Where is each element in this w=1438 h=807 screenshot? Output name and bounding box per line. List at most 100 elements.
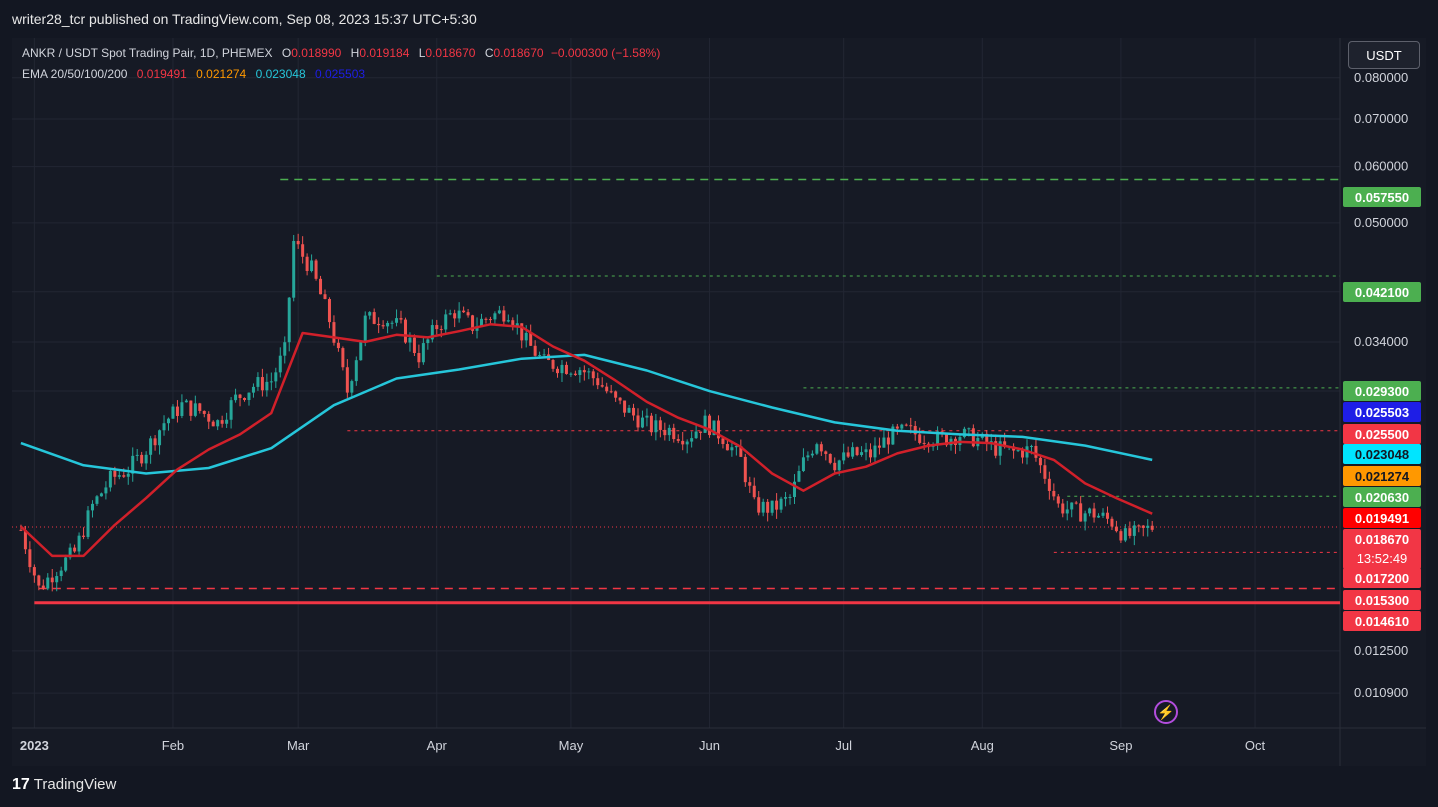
candle-body — [368, 312, 372, 316]
candle-body — [882, 437, 886, 448]
x-tick-label: Apr — [427, 738, 448, 753]
candle-body — [824, 451, 828, 454]
ema50-value: 0.021274 — [196, 67, 247, 81]
candle-body — [1083, 513, 1087, 522]
candle-body — [506, 320, 510, 322]
candle-body — [444, 314, 448, 330]
candle-body — [636, 415, 640, 428]
candle-body — [1056, 496, 1060, 504]
ohlc-legend: ANKR / USDT Spot Trading Pair, 1D, PHEME… — [22, 46, 660, 60]
countdown-label: 13:52:49 — [1357, 551, 1408, 566]
ema20-line — [20, 323, 1153, 558]
candle-body — [877, 445, 881, 448]
price-tag — [1343, 444, 1421, 464]
candle-body — [685, 441, 689, 445]
currency-button[interactable]: USDT — [1348, 41, 1420, 69]
candle-body — [390, 322, 394, 324]
candle-body — [59, 570, 63, 577]
candle-body — [82, 535, 86, 537]
price-tag — [1343, 529, 1421, 569]
candle-body — [913, 425, 917, 435]
candle-body — [645, 415, 649, 418]
candle-body — [301, 244, 305, 257]
price-tag-label: 0.015300 — [1355, 593, 1409, 608]
lightning-icon[interactable]: ⚡ — [1154, 700, 1178, 724]
candle-body — [1038, 457, 1042, 466]
candle-body — [1074, 502, 1078, 504]
price-tag-label: 0.025503 — [1355, 405, 1409, 420]
candle-body — [640, 417, 644, 428]
candle-body — [819, 444, 823, 452]
candle-body — [1123, 528, 1127, 541]
candle-body — [283, 342, 287, 356]
candle-body — [792, 481, 796, 498]
candle-body — [609, 391, 613, 393]
price-tag — [1343, 466, 1421, 486]
candle-body — [435, 325, 439, 330]
candle-body — [484, 318, 488, 320]
candle-body — [895, 426, 899, 429]
candle-body — [471, 315, 475, 331]
candle-body — [202, 410, 206, 414]
candle-body — [582, 370, 586, 373]
candle-body — [1061, 503, 1065, 514]
candle-body — [779, 498, 783, 510]
candle-body — [372, 312, 376, 324]
candle-body — [1132, 525, 1136, 536]
candle-body — [247, 392, 251, 401]
candle-body — [1065, 509, 1069, 514]
candle-body — [725, 444, 729, 451]
candle-body — [708, 415, 712, 436]
candle-body — [153, 438, 157, 446]
candle-body — [667, 427, 671, 436]
candle-body — [556, 368, 560, 374]
candle-body — [591, 371, 595, 379]
candle-body — [354, 360, 358, 382]
candle-body — [936, 431, 940, 446]
candle-body — [363, 315, 367, 341]
candle-body — [833, 462, 837, 471]
candle-body — [663, 429, 667, 436]
candle-body — [448, 313, 452, 315]
candle-body — [994, 441, 998, 456]
candle-body — [220, 420, 224, 424]
ema-label: EMA 20/50/100/200 — [22, 67, 128, 81]
candle-body — [462, 310, 466, 313]
candle-body — [135, 454, 139, 456]
candle-body — [538, 355, 542, 357]
price-tag-label: 0.057550 — [1355, 190, 1409, 205]
y-tick-label: 0.050000 — [1354, 215, 1408, 230]
candle-body — [417, 353, 421, 363]
x-tick-label: 2023 — [20, 738, 49, 753]
candle-body — [681, 440, 685, 445]
candle-body — [260, 377, 264, 391]
candle-body — [672, 427, 676, 440]
candle-body — [627, 407, 631, 413]
candle-body — [19, 529, 23, 531]
chart-panel[interactable] — [12, 38, 1426, 766]
candle-body — [1097, 515, 1101, 518]
candle-body — [408, 337, 412, 343]
candle-body — [761, 501, 765, 513]
candle-body — [493, 313, 497, 320]
footer-brand[interactable]: 17 TradingView — [12, 776, 116, 794]
candle-body — [1070, 502, 1074, 510]
pair-title: ANKR / USDT Spot Trading Pair, 1D, PHEME… — [22, 46, 273, 60]
candle-body — [457, 310, 461, 319]
candle-body — [618, 397, 622, 401]
candle-body — [90, 503, 94, 511]
candle-body — [1003, 441, 1007, 447]
price-tag — [1343, 611, 1421, 631]
open-label: O — [281, 46, 292, 60]
candle-body — [117, 475, 121, 477]
candle-body — [1088, 508, 1092, 514]
candle-body — [193, 403, 197, 416]
candle-body — [524, 332, 528, 341]
x-tick-label: Jul — [835, 738, 852, 753]
candle-body — [162, 423, 166, 431]
price-tag-label: 0.021274 — [1355, 469, 1410, 484]
candle-body — [144, 454, 148, 464]
candle-body — [551, 359, 555, 369]
ema100-line — [20, 353, 1153, 475]
